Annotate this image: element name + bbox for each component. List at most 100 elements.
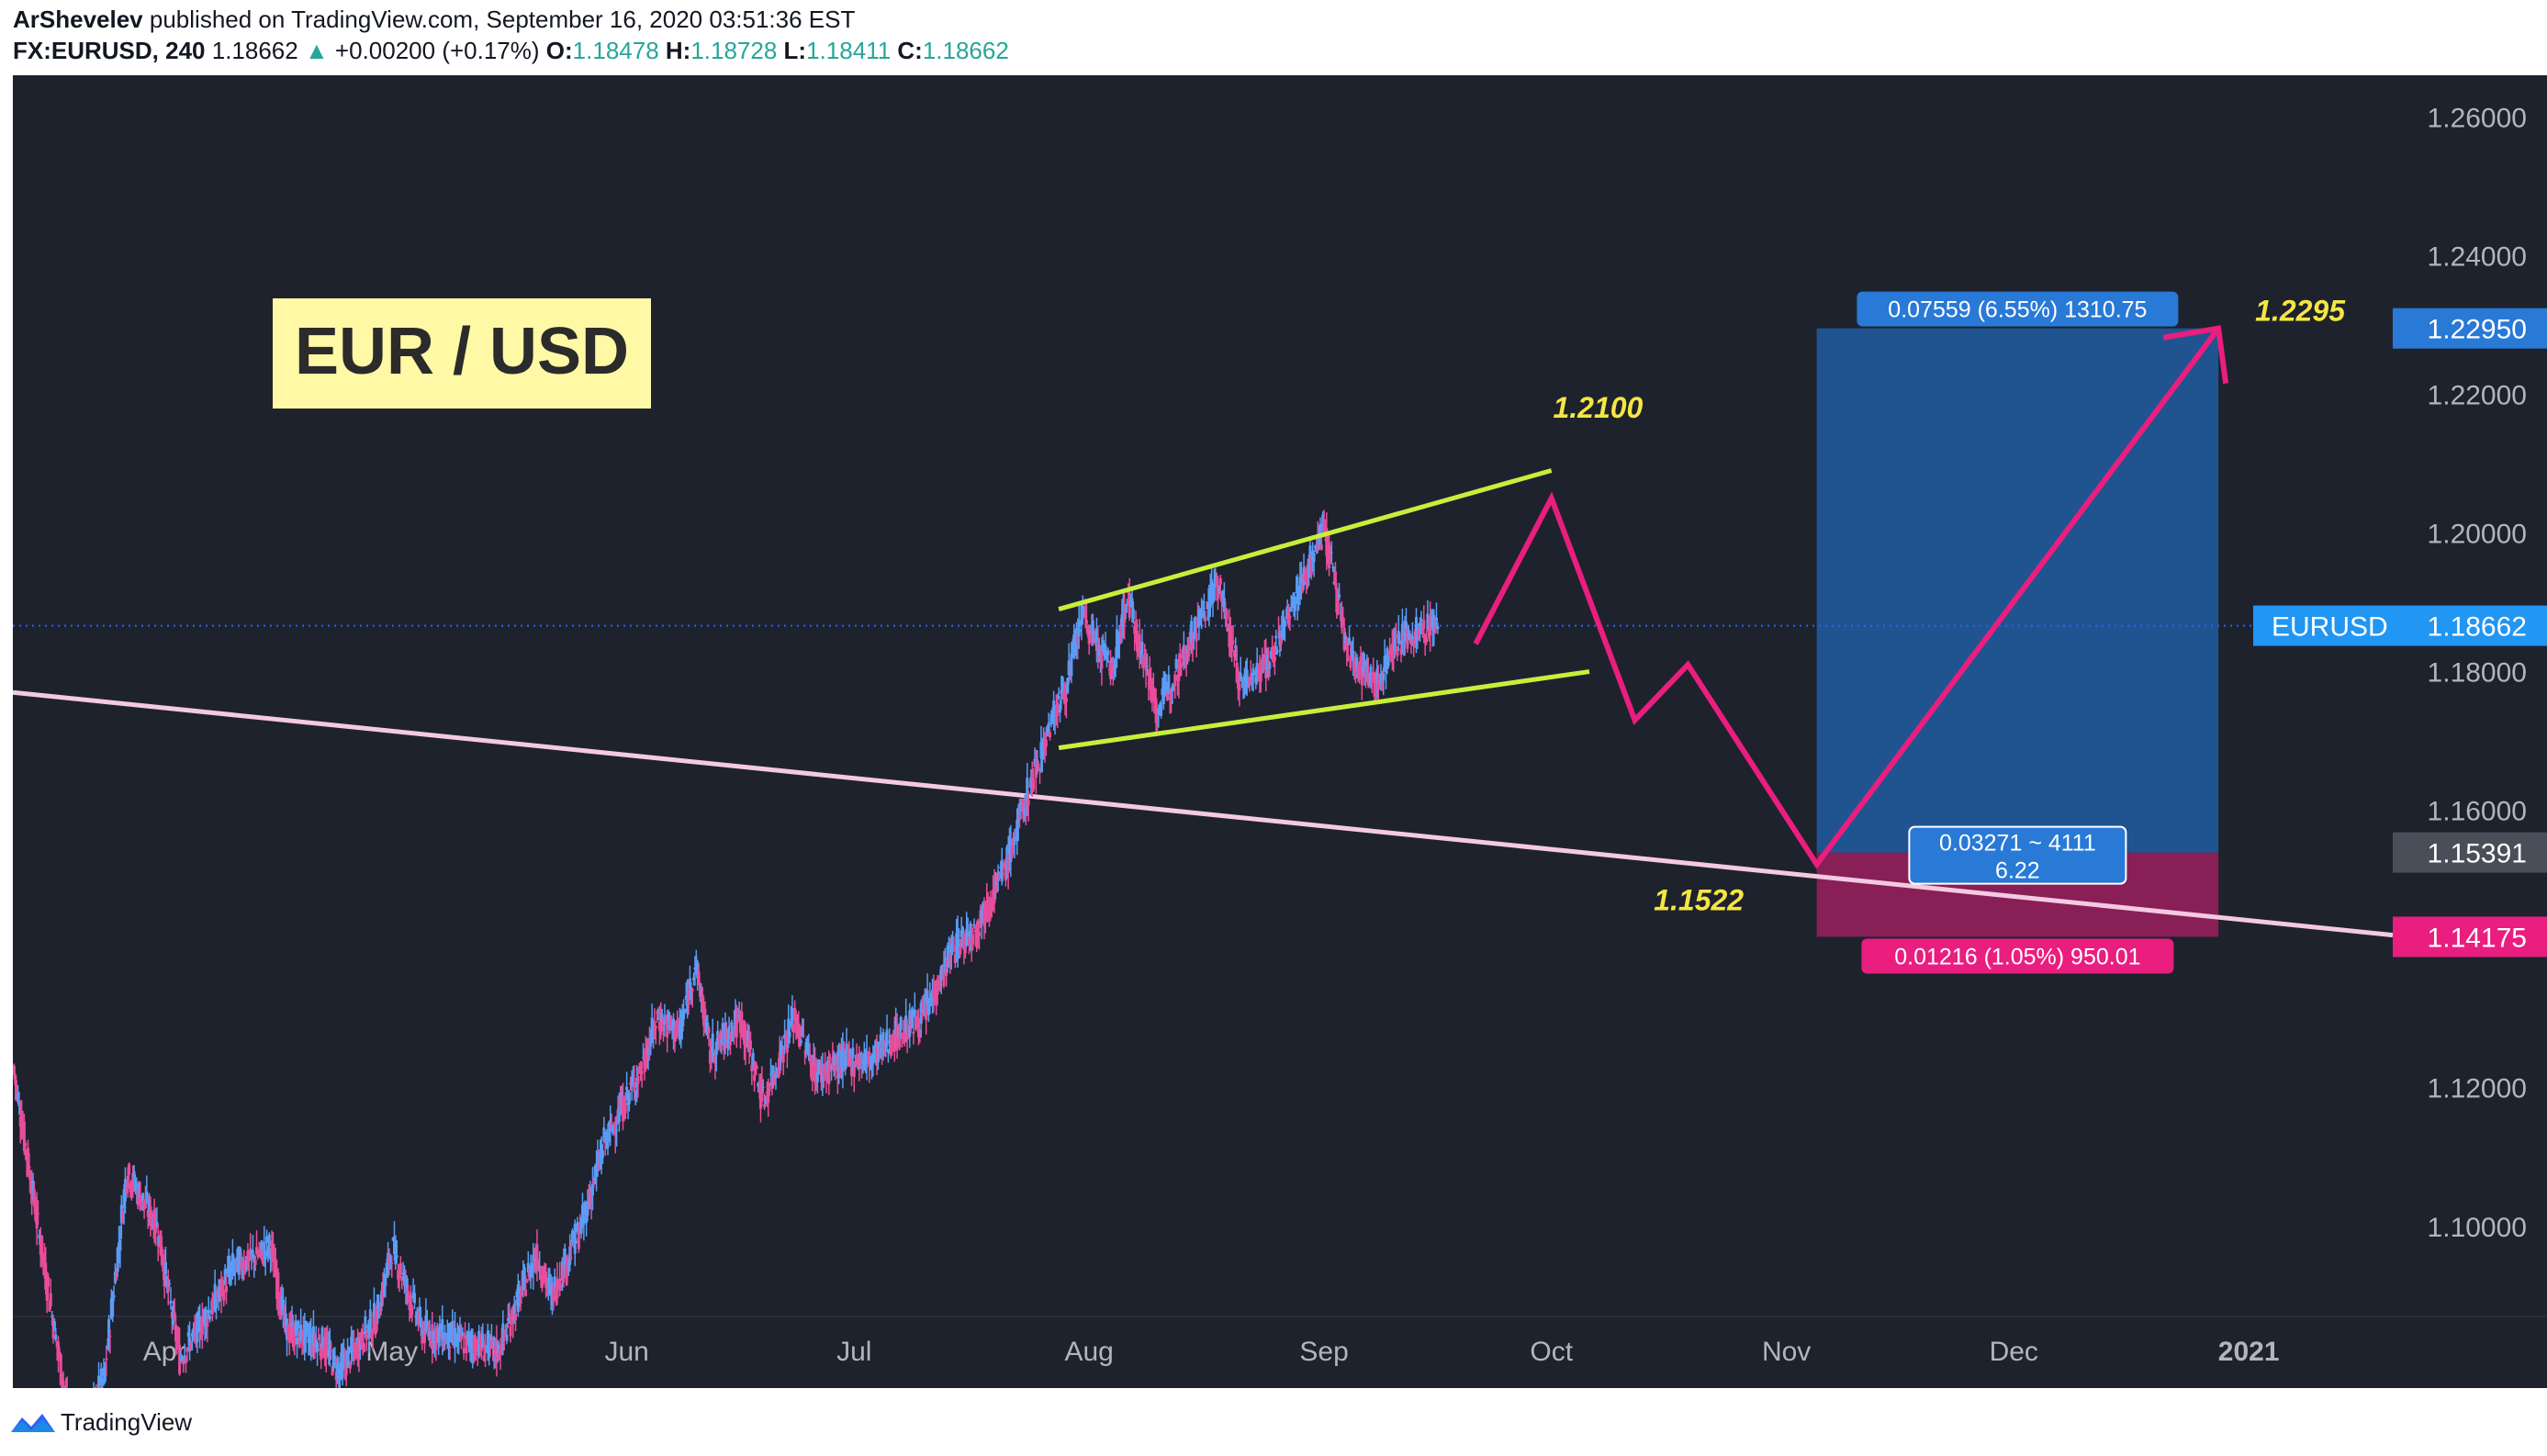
candle-body [1180, 666, 1184, 668]
tradingview-logo-icon[interactable] [9, 1408, 57, 1436]
candle-body [1432, 614, 1436, 633]
candle-body [505, 1335, 509, 1341]
price-change: +0.00200 (+0.17%) [334, 37, 540, 64]
y-tick-label: 1.18000 [2428, 658, 2527, 689]
axis-price-tag [2393, 308, 2547, 349]
candle-body [966, 931, 970, 937]
candle-body [623, 1103, 627, 1114]
candle-body [569, 1257, 573, 1259]
candle-body [489, 1336, 493, 1341]
candle-body [368, 1309, 372, 1335]
candle-body [52, 1321, 56, 1331]
candle-body [1165, 693, 1169, 700]
candle-body [37, 1213, 40, 1215]
candle-body [1160, 703, 1163, 716]
candle-body [558, 1278, 562, 1286]
candle-body [1269, 650, 1273, 658]
symbol-label[interactable]: FX:EURUSD, 240 [13, 37, 206, 64]
candle-body [169, 1300, 173, 1305]
x-tick-label: Dec [1990, 1337, 2038, 1367]
candle-body [417, 1318, 421, 1326]
candle-body [972, 924, 976, 927]
last-price: 1.18662 [211, 37, 298, 64]
author-name[interactable]: ArShevelev [13, 6, 143, 33]
candle-body [405, 1278, 409, 1289]
candle-body [730, 1022, 734, 1027]
candle-body [885, 1029, 889, 1047]
candle-body [1117, 631, 1121, 644]
candle-body [242, 1261, 246, 1271]
candle-body [945, 962, 948, 977]
candle-body [410, 1305, 414, 1316]
candle-body [438, 1324, 442, 1334]
candle-body [465, 1336, 468, 1353]
chart-area[interactable]: 1.26000 1.24000 1.22000 1.20000 1.18000 1.160… [12, 75, 2547, 1456]
candle-body [1167, 674, 1171, 695]
candle-body [889, 1048, 892, 1056]
candle-body [1268, 663, 1272, 669]
candle-body [1028, 785, 1032, 787]
chart-title: EUR / USD [295, 315, 629, 388]
candle-body [1383, 655, 1386, 668]
candle-body [1200, 611, 1204, 615]
candle-body [44, 1262, 48, 1290]
candle-body [815, 1071, 819, 1082]
candle-body [1262, 668, 1265, 670]
candle-body [1384, 669, 1387, 673]
candle-body [1380, 683, 1384, 685]
candle-body [1151, 689, 1155, 699]
candle-body [793, 1007, 797, 1021]
candle-body [582, 1215, 586, 1226]
candle-body [1141, 658, 1145, 667]
price-chart[interactable]: 1.26000 1.24000 1.22000 1.20000 1.18000 1.160… [12, 75, 2547, 1456]
candle-body [17, 1101, 21, 1107]
candle-body [225, 1285, 229, 1293]
candle-body [1291, 599, 1295, 608]
candle-body [1429, 617, 1432, 636]
candle-body [753, 1074, 757, 1081]
candle-body [175, 1340, 179, 1342]
candle-body [1190, 621, 1194, 642]
candle-body [1217, 587, 1220, 599]
candle-body [706, 1022, 710, 1031]
candle-body [559, 1285, 563, 1289]
candle-body [1004, 866, 1007, 881]
candle-body [1272, 645, 1275, 661]
candle-body [953, 954, 957, 964]
candle-body [519, 1293, 522, 1305]
candle-body [1365, 660, 1369, 666]
candle-body [141, 1193, 145, 1203]
candle-body [589, 1191, 593, 1204]
candle-body [615, 1129, 619, 1131]
candle-body [914, 1017, 918, 1027]
candle-body [926, 1004, 930, 1015]
candle-body [1394, 634, 1397, 638]
candle-body [630, 1080, 634, 1087]
candle-body [770, 1079, 774, 1089]
candle-body [310, 1341, 314, 1353]
candle-body [781, 1050, 785, 1063]
candle-body [720, 1039, 724, 1044]
candle-body [148, 1199, 151, 1213]
candle-body [1084, 620, 1088, 624]
candle-body [1134, 626, 1138, 628]
footer-brand[interactable]: TradingView [61, 1408, 193, 1436]
y-tick-label: 1.20000 [2428, 520, 2527, 550]
candle-body [1096, 641, 1100, 659]
candle-body [461, 1331, 465, 1337]
candle-body [1345, 637, 1349, 650]
candle-body [865, 1051, 869, 1065]
candle-body [294, 1320, 297, 1335]
y-tick-label: 1.12000 [2428, 1074, 2527, 1104]
candle-body [683, 1009, 687, 1013]
candle-body [912, 1031, 915, 1034]
x-tick-label: Aug [1064, 1337, 1113, 1367]
candle-body [155, 1221, 159, 1226]
candle-body [128, 1163, 131, 1175]
candle-body [395, 1255, 398, 1258]
candle-body [1419, 619, 1423, 622]
candle-body [798, 1025, 802, 1047]
candle-body [562, 1265, 566, 1283]
candle-body [267, 1234, 271, 1247]
candle-body [251, 1250, 254, 1253]
